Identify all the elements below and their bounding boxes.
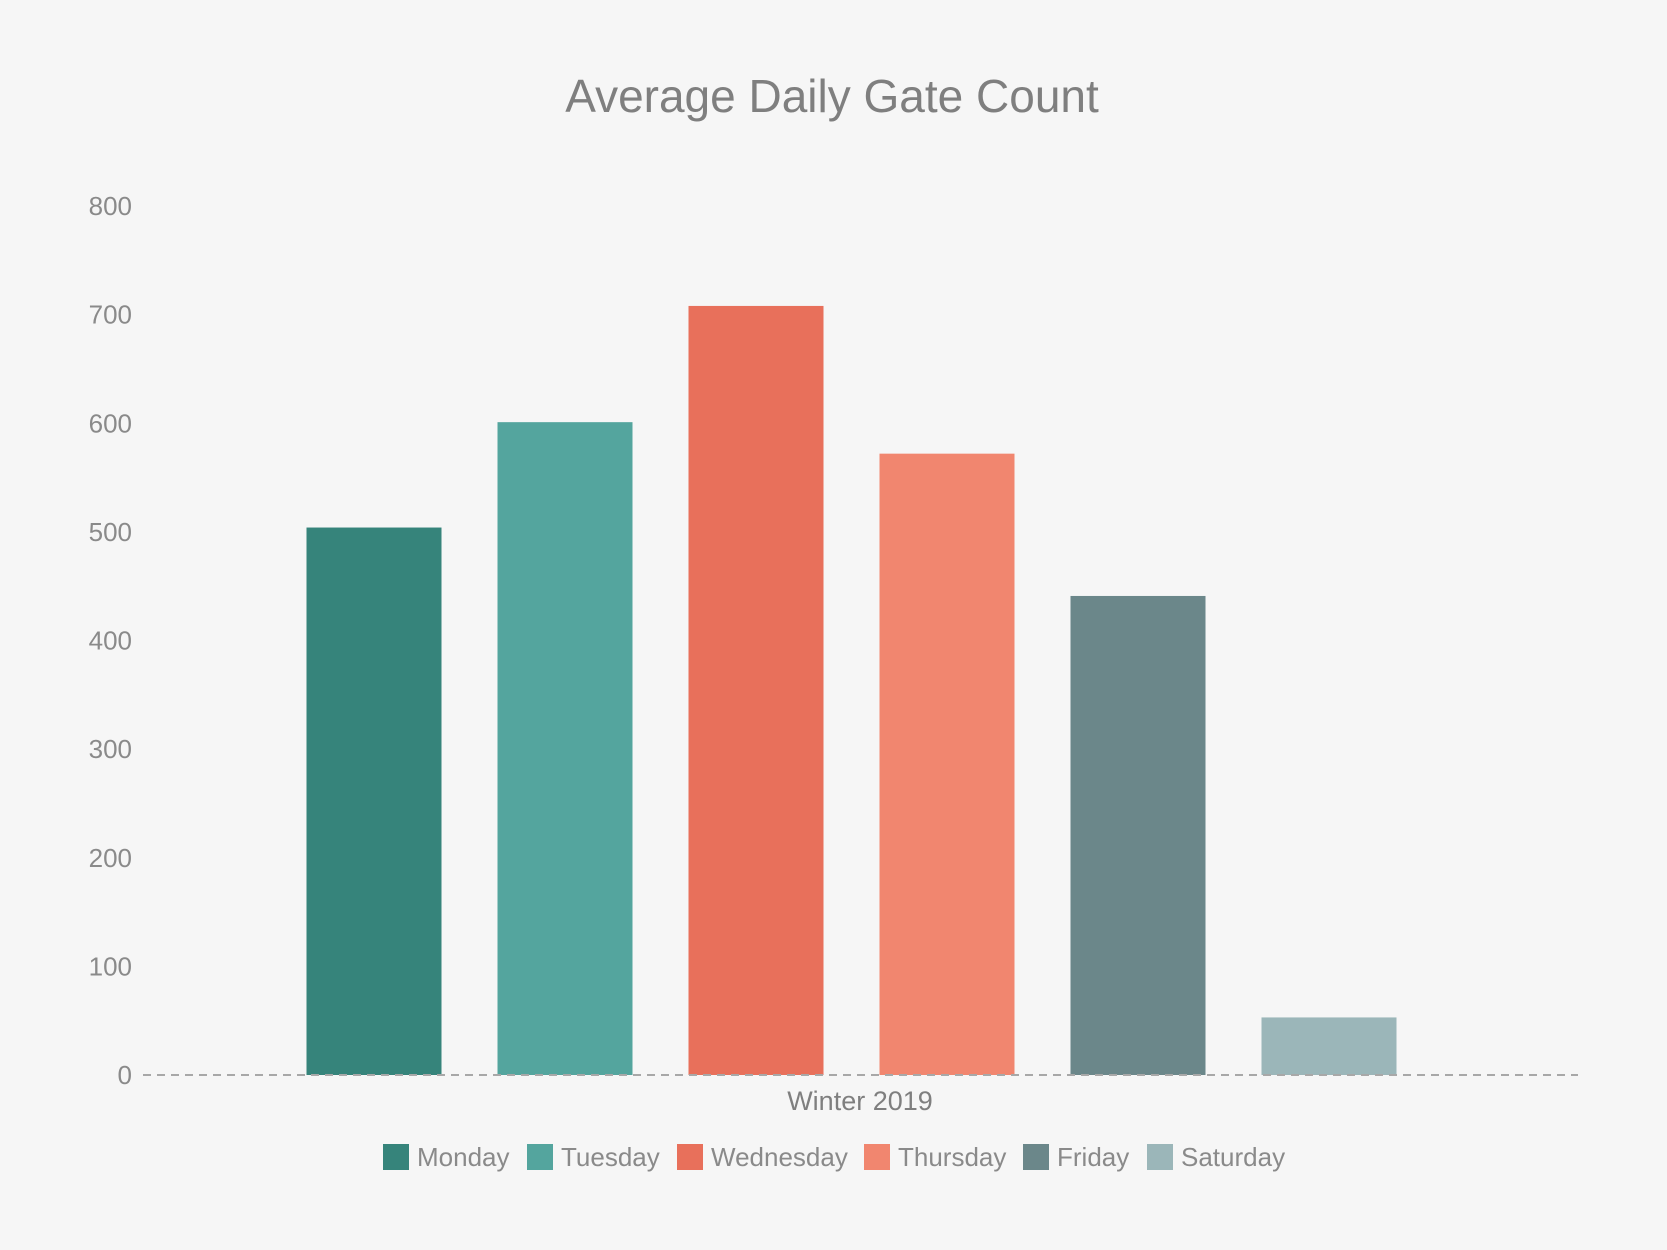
y-tick-label: 200 xyxy=(89,843,132,873)
legend-swatch-monday xyxy=(383,1144,409,1170)
legend-swatch-friday xyxy=(1023,1144,1049,1170)
bar-monday xyxy=(306,527,442,1075)
legend-label-tuesday: Tuesday xyxy=(561,1142,660,1172)
y-tick-label: 0 xyxy=(118,1060,132,1090)
y-tick-label: 600 xyxy=(89,408,132,438)
bar-thursday xyxy=(879,453,1015,1075)
legend-label-thursday: Thursday xyxy=(898,1142,1006,1172)
bar-wednesday xyxy=(688,305,824,1075)
legend-label-wednesday: Wednesday xyxy=(711,1142,848,1172)
legend-label-saturday: Saturday xyxy=(1181,1142,1285,1172)
y-tick-label: 800 xyxy=(89,191,132,221)
bar-saturday xyxy=(1261,1017,1397,1075)
y-tick-label: 400 xyxy=(89,626,132,656)
x-axis-labels: Winter 2019 xyxy=(787,1086,933,1116)
legend-swatch-wednesday xyxy=(677,1144,703,1170)
y-tick-label: 100 xyxy=(89,951,132,981)
y-tick-label: 300 xyxy=(89,734,132,764)
legend-swatch-thursday xyxy=(864,1144,890,1170)
bar-friday xyxy=(1070,595,1206,1075)
legend-label-monday: Monday xyxy=(417,1142,510,1172)
y-axis-ticks: 0 100 200 300 400 500 600 700 800 xyxy=(89,191,132,1090)
legend-swatch-saturday xyxy=(1147,1144,1173,1170)
y-tick-label: 700 xyxy=(89,300,132,330)
bars xyxy=(306,305,1397,1075)
legend-swatch-tuesday xyxy=(527,1144,553,1170)
chart-title: Average Daily Gate Count xyxy=(565,70,1099,122)
bar-tuesday xyxy=(497,422,633,1075)
legend-label-friday: Friday xyxy=(1057,1142,1129,1172)
x-category-label: Winter 2019 xyxy=(787,1086,933,1116)
y-tick-label: 500 xyxy=(89,517,132,547)
legend: Monday Tuesday Wednesday Thursday Friday Satu… xyxy=(383,1142,1285,1172)
